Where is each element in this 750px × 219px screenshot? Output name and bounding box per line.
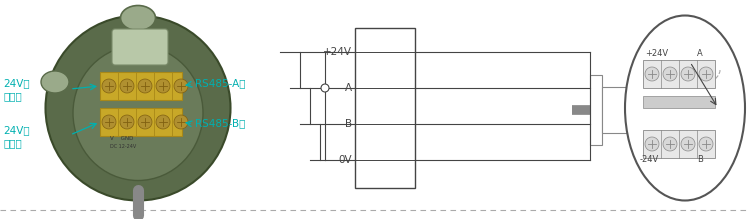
Bar [100,72,182,100]
Bar [643,130,715,158]
Circle shape [681,137,695,151]
Text: DC 12-24V: DC 12-24V [110,144,136,149]
Bar [602,87,648,133]
Text: 源正极: 源正极 [3,91,22,101]
Circle shape [174,79,188,93]
Circle shape [699,137,713,151]
Circle shape [102,115,116,129]
Circle shape [321,84,329,92]
Bar [643,96,715,108]
Circle shape [645,67,659,81]
Text: 24V电: 24V电 [3,78,30,88]
Circle shape [681,67,695,81]
FancyBboxPatch shape [112,29,168,65]
Text: +24V: +24V [323,47,352,57]
Text: 24V电: 24V电 [3,125,30,135]
Text: +24V: +24V [645,49,668,58]
Circle shape [645,137,659,151]
Bar [355,28,415,188]
Ellipse shape [625,16,745,201]
Bar [648,75,660,145]
Text: RS485-A极: RS485-A极 [195,78,245,88]
Text: B: B [697,155,703,164]
Circle shape [174,115,188,129]
Circle shape [120,79,134,93]
Bar [643,60,715,88]
Text: A: A [697,49,703,58]
Circle shape [663,137,677,151]
Text: RS485-B极: RS485-B极 [195,118,245,128]
Text: B: B [345,119,352,129]
Bar [100,108,182,136]
Circle shape [156,115,170,129]
Circle shape [138,79,152,93]
Circle shape [699,67,713,81]
Circle shape [102,79,116,93]
Text: -24V: -24V [640,155,659,164]
Bar [590,75,602,145]
Ellipse shape [46,16,230,201]
Text: 源负极: 源负极 [3,138,22,148]
Ellipse shape [121,5,155,30]
Ellipse shape [73,46,203,180]
Text: A: A [345,83,352,93]
Text: V    GND: V GND [110,136,134,141]
Text: 0V: 0V [338,155,352,165]
Circle shape [120,115,134,129]
Circle shape [138,115,152,129]
Circle shape [156,79,170,93]
Ellipse shape [41,71,69,93]
Circle shape [663,67,677,81]
